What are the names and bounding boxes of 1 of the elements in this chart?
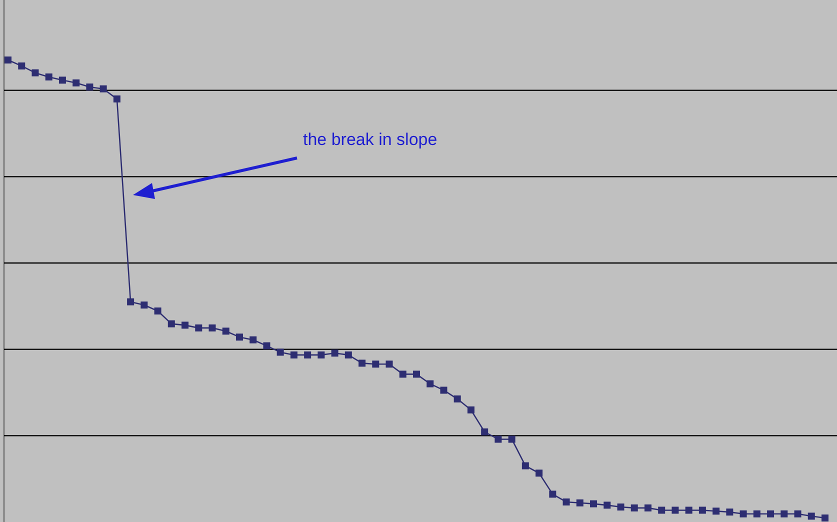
annotation: the break in slope xyxy=(303,130,438,149)
